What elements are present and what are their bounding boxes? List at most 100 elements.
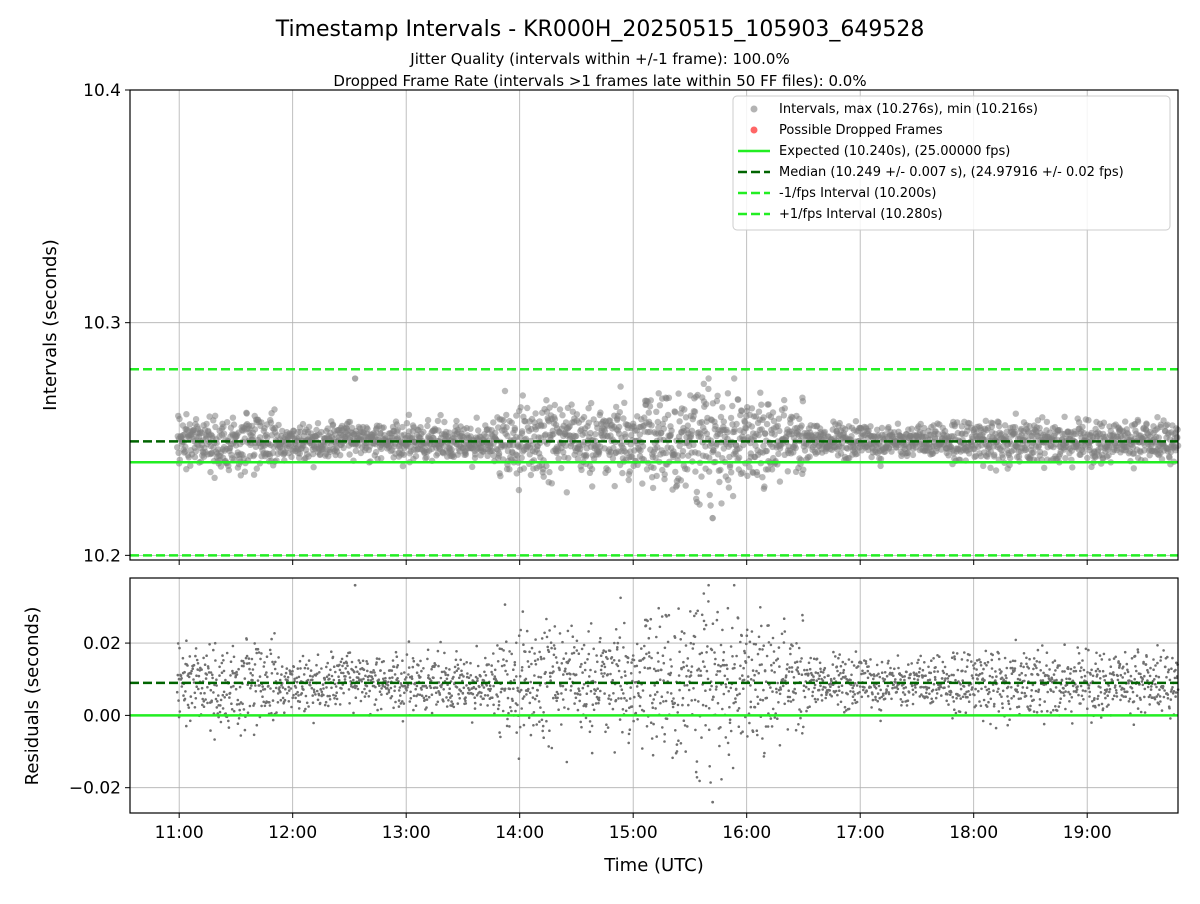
residual-point	[442, 688, 445, 691]
residual-point	[296, 691, 299, 694]
residual-point	[716, 611, 719, 614]
residual-point	[534, 660, 537, 663]
residual-point	[457, 664, 460, 667]
residual-point	[238, 717, 241, 720]
residual-point	[221, 662, 224, 665]
residual-point	[441, 671, 444, 674]
interval-point	[1031, 449, 1037, 455]
residual-point	[689, 610, 692, 613]
residual-point	[380, 708, 383, 711]
interval-point	[425, 417, 431, 423]
residual-point	[238, 709, 241, 712]
residual-point	[818, 678, 821, 681]
interval-point	[271, 406, 277, 412]
residual-point	[657, 660, 660, 663]
residual-point	[729, 722, 732, 725]
interval-point	[420, 429, 426, 435]
residual-point	[391, 669, 394, 672]
residual-point	[853, 664, 856, 667]
interval-point	[1101, 420, 1107, 426]
residual-point	[991, 654, 994, 657]
residual-point	[801, 732, 804, 735]
residual-point	[286, 667, 289, 670]
residual-point	[273, 632, 276, 635]
intervals-reference-lines	[130, 369, 1178, 555]
residual-point	[426, 686, 429, 689]
residual-point	[247, 711, 250, 714]
residual-point	[284, 688, 287, 691]
residual-point	[694, 699, 697, 702]
interval-point	[756, 409, 762, 415]
interval-point	[242, 469, 248, 475]
interval-point	[627, 468, 633, 474]
residual-point	[680, 742, 683, 745]
residual-point	[1050, 711, 1053, 714]
residual-point	[332, 656, 335, 659]
residual-point	[727, 690, 730, 693]
residual-point	[836, 694, 839, 697]
residual-point	[567, 708, 570, 711]
residual-point	[830, 695, 833, 698]
residual-point	[365, 660, 368, 663]
residual-point	[1006, 695, 1009, 698]
residual-point	[682, 666, 685, 669]
interval-point	[394, 421, 400, 427]
residual-point	[907, 699, 910, 702]
residual-point	[777, 658, 780, 661]
interval-point	[1131, 465, 1137, 471]
residual-point	[983, 679, 986, 682]
residual-point	[1035, 667, 1038, 670]
residual-point	[738, 707, 741, 710]
residual-point	[204, 698, 207, 701]
residual-point	[812, 691, 815, 694]
residual-point	[980, 705, 983, 708]
residual-point	[953, 700, 956, 703]
residual-point	[725, 686, 728, 689]
residual-point	[523, 724, 526, 727]
residual-point	[672, 706, 675, 709]
residual-point	[243, 708, 246, 711]
residual-point	[413, 695, 416, 698]
residual-point	[528, 717, 531, 720]
residual-point	[993, 705, 996, 708]
interval-point	[315, 420, 321, 426]
legend-marker-dropped	[751, 127, 758, 134]
residual-point	[957, 669, 960, 672]
interval-point	[657, 402, 663, 408]
interval-point	[848, 433, 854, 439]
residual-point	[257, 648, 260, 651]
residual-point	[900, 704, 903, 707]
residual-point	[677, 607, 680, 610]
residual-point	[795, 642, 798, 645]
residual-point	[603, 672, 606, 675]
residual-point	[577, 709, 580, 712]
residual-point	[272, 719, 275, 722]
residual-point	[762, 689, 765, 692]
residual-point	[758, 636, 761, 639]
interval-point	[800, 467, 806, 473]
legend-label-plus-interval: +1/fps Interval (10.280s)	[779, 207, 943, 222]
residual-point	[696, 776, 699, 779]
residual-point	[430, 687, 433, 690]
residual-point	[945, 700, 948, 703]
residual-point	[471, 721, 474, 724]
interval-point	[1007, 455, 1013, 461]
residual-point	[591, 752, 594, 755]
residual-point	[504, 688, 507, 691]
residual-point	[794, 692, 797, 695]
residual-point	[657, 607, 660, 610]
residual-point	[860, 662, 863, 665]
residual-point	[390, 687, 393, 690]
residual-point	[612, 708, 615, 711]
residual-point	[592, 703, 595, 706]
residual-point	[771, 725, 774, 728]
residual-point	[450, 700, 453, 703]
residual-point	[501, 688, 504, 691]
residual-point	[951, 717, 954, 720]
residual-point	[703, 592, 706, 595]
residual-point	[431, 693, 434, 696]
residual-point	[663, 740, 666, 743]
residual-point	[665, 615, 668, 618]
interval-point	[557, 406, 563, 412]
residual-point	[498, 700, 501, 703]
